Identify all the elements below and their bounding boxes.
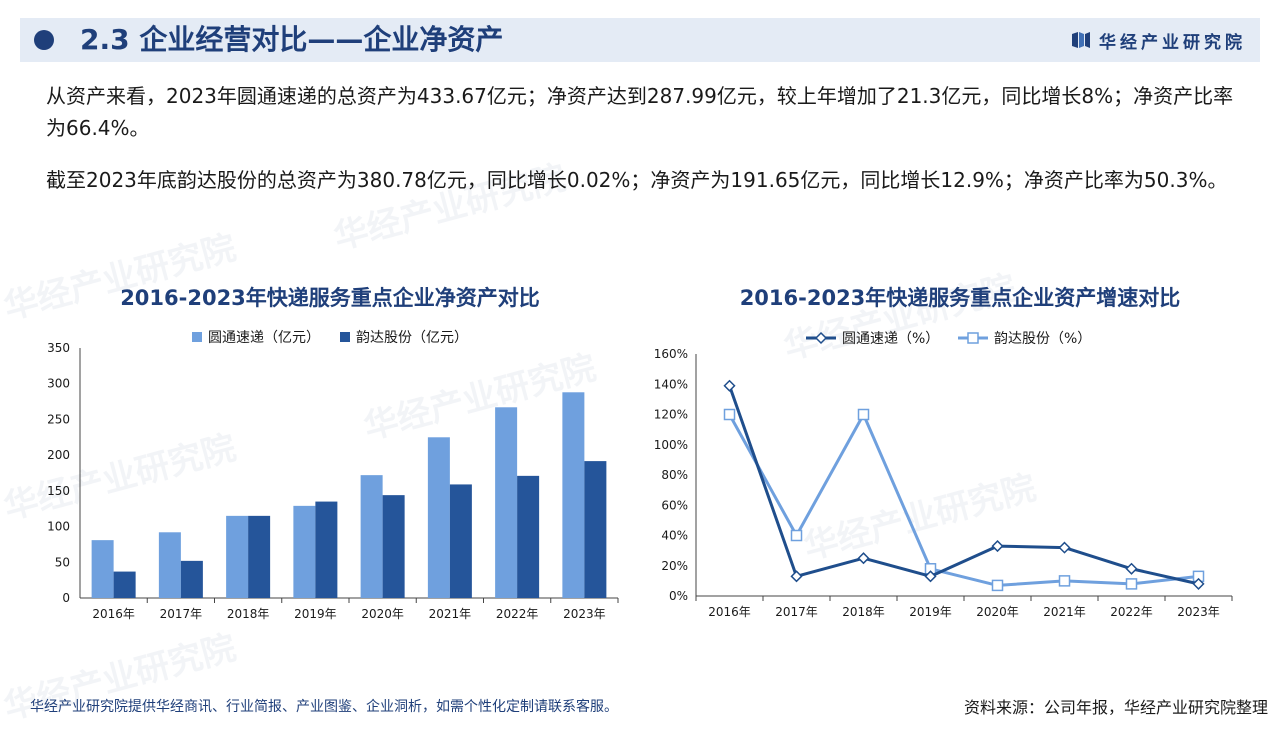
bar-chart: 圆通速递（亿元） 韵达股份（亿元） 0 50 100 150 200 250 300 350 201… [47,330,619,621]
x-tick-label: 2016年 [92,607,135,621]
bar-chart-title: 2016-2023年快递服务重点企业净资产对比 [120,286,540,310]
data-point [723,379,736,392]
x-tick-label: 2018年 [227,607,270,621]
x-tick-label: 2022年 [496,607,539,621]
legend-label: 韵达股份（%） [994,331,1091,347]
bar [382,495,405,598]
bar [158,532,181,598]
legend-swatch [340,332,350,342]
page-title: 2.3 企业经营对比——企业净资产 [80,23,504,56]
y-tick-label: 140% [654,377,688,391]
data-point [790,529,803,542]
x-tick-label: 2019年 [294,607,337,621]
line-chart-title: 2016-2023年快递服务重点企业资产增速对比 [739,286,1181,310]
bar [562,392,585,598]
x-tick-label: 2021年 [1043,605,1086,619]
data-point [924,570,937,583]
data-point [1125,578,1138,590]
y-tick-label: 80% [661,468,688,482]
brand-logo: 华经产业研究院 [1071,27,1246,53]
series-line [728,385,1199,586]
legend-marker [967,332,979,344]
footer-note: 华经产业研究院提供华经商讯、行业简报、产业图鉴、企业洞析，如需个性化定制请联系客… [30,699,618,715]
legend-marker [814,331,828,345]
data-point [857,408,870,421]
bar [315,501,338,598]
data-point [1058,541,1071,554]
legend-label: 圆通速递（%） [842,331,939,347]
legend-label: 韵达股份（亿元） [356,330,468,346]
header-bar: 2.3 企业经营对比——企业净资产 华经产业研究院 [20,18,1260,62]
y-tick-label: 0% [669,589,688,603]
line-chart: 圆通速递（%） 韵达股份（%） 0% 20% 40% 60% 80% 100% 120% 140%… [654,331,1233,619]
legend-swatch [192,332,202,342]
data-point [991,579,1004,592]
y-tick-label: 100% [654,438,688,452]
y-tick-label: 350 [47,341,70,355]
x-tick-label: 2017年 [775,605,818,619]
x-tick-label: 2022年 [1110,605,1153,619]
paragraph-yto: 从资产来看，2023年圆通速递的总资产为433.67亿元；净资产达到287.99… [46,84,1234,140]
legend-label: 圆通速递（亿元） [208,330,320,346]
y-tick-label: 120% [654,408,688,422]
data-point [857,552,870,565]
x-tick-label: 2023年 [563,607,606,621]
bullet-dot-icon [34,30,54,50]
x-tick-label: 2020年 [361,607,404,621]
bar [495,407,518,598]
bar [584,461,607,598]
y-tick-label: 250 [47,412,70,426]
y-tick-label: 0 [62,591,70,605]
data-point [991,540,1004,553]
bar [113,571,136,598]
brand-name: 华经产业研究院 [1099,32,1246,53]
y-tick-label: 160% [654,347,688,361]
y-tick-label: 60% [661,498,688,512]
x-tick-label: 2019年 [909,605,952,619]
bar [517,475,540,598]
x-tick-label: 2018年 [842,605,885,619]
y-tick-label: 100 [47,520,70,534]
data-point [1192,577,1205,590]
bar [449,484,472,598]
y-tick-label: 40% [661,529,688,543]
x-tick-label: 2023年 [1177,605,1220,619]
bar [226,515,249,598]
bar [293,505,316,598]
data-source: 资料来源：公司年报，华经产业研究院整理 [963,698,1268,717]
data-point [1125,562,1138,575]
y-tick-label: 20% [661,559,688,573]
bar [180,560,203,598]
x-tick-label: 2016年 [708,605,751,619]
data-point [790,570,803,583]
y-tick-label: 300 [47,377,70,391]
watermark: 华经产业研究院 [0,227,241,328]
bar [360,475,383,598]
paragraph-yunda: 截至2023年底韵达股份的总资产为380.78亿元，同比增长0.02%；净资产为… [46,168,1228,192]
brand-logo-icon [1072,32,1090,48]
bar [91,540,114,598]
x-tick-label: 2017年 [160,607,203,621]
x-tick-label: 2021年 [429,607,472,621]
data-point [1058,575,1071,587]
bar [248,515,271,598]
data-point [723,408,736,421]
y-tick-label: 150 [47,484,70,498]
bar [427,437,450,598]
x-tick-label: 2020年 [976,605,1019,619]
y-tick-label: 200 [47,448,70,462]
series-line [728,413,1199,587]
y-tick-label: 50 [55,555,70,569]
